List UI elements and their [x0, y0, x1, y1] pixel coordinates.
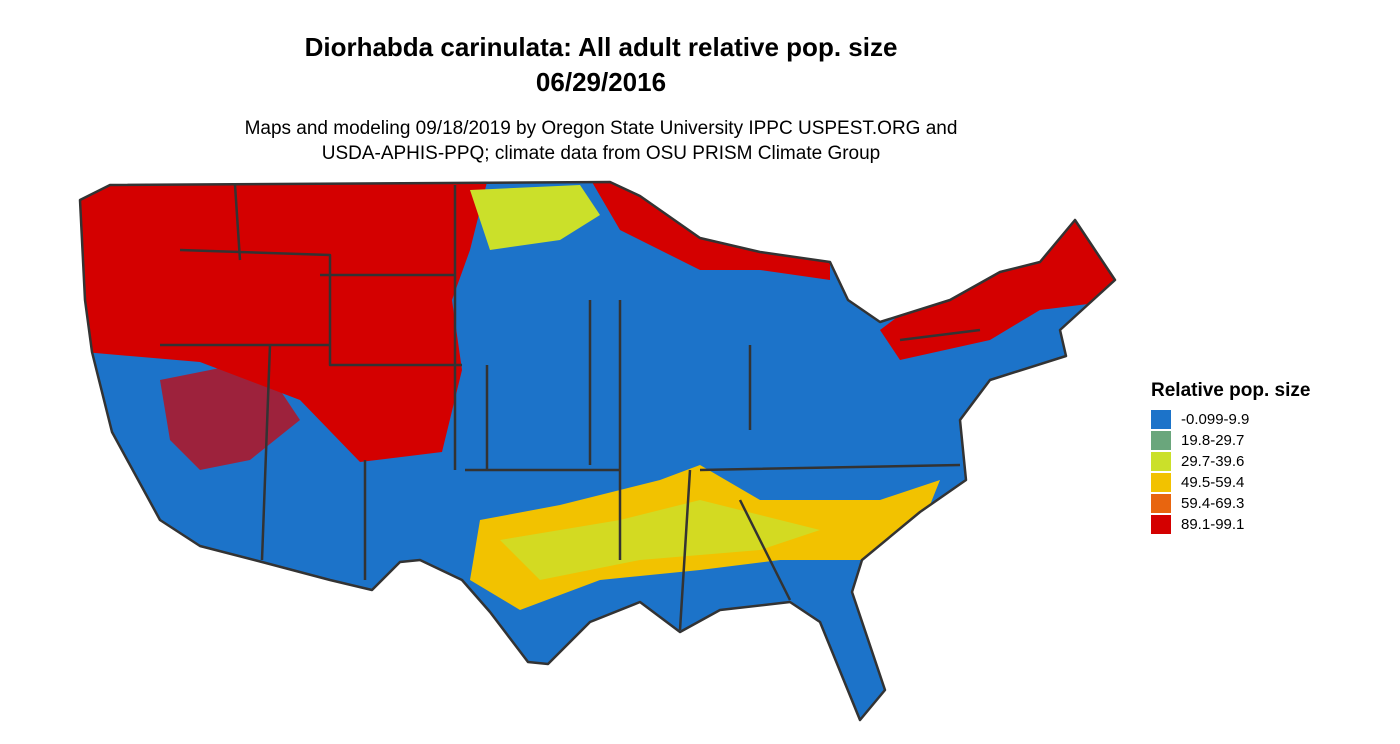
legend-swatch: [1151, 452, 1171, 471]
legend-swatch: [1151, 515, 1171, 534]
region: [500, 500, 820, 580]
legend-title: Relative pop. size: [1151, 380, 1310, 401]
map: [78, 180, 1117, 722]
region: [80, 182, 490, 462]
legend-label: 59.4-69.3: [1181, 495, 1244, 512]
region: [880, 200, 1115, 360]
state-border: [160, 184, 981, 631]
subtitle: USDA-APHIS-PPQ; climate data from OSU PR…: [322, 143, 881, 164]
subtitle: Maps and modeling 09/18/2019 by Oregon S…: [245, 118, 958, 139]
legend-label: 29.7-39.6: [1181, 453, 1244, 470]
legend-label: 89.1-99.1: [1181, 516, 1244, 533]
region: [470, 185, 600, 250]
legend: -0.099-9.9 19.8-29.7 29.7-39.6 49.5-59.4 59.…: [1151, 410, 1249, 534]
legend-label: -0.099-9.9: [1181, 411, 1249, 428]
legend-label: 19.8-29.7: [1181, 432, 1244, 449]
legend-swatch: [1151, 410, 1171, 429]
title: Diorhabda carinulata: All adult relative…: [305, 32, 898, 62]
title: 06/29/2016: [536, 67, 666, 97]
legend-swatch: [1151, 494, 1171, 513]
legend-swatch: [1151, 431, 1171, 450]
legend-swatch: [1151, 473, 1171, 492]
region: [160, 360, 300, 470]
legend-label: 49.5-59.4: [1181, 474, 1244, 491]
